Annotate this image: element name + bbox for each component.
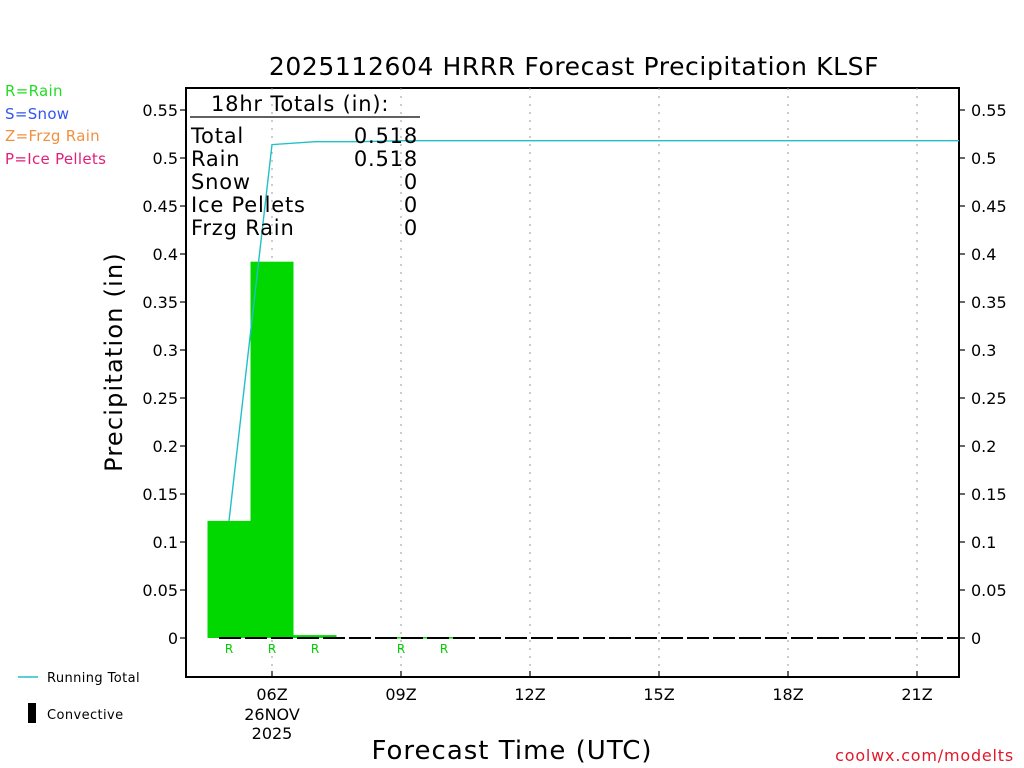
y-tick-label-right: 0.15 [971, 485, 1007, 504]
totals-box: 18hr Totals (in): Total 0.518 Rain 0.518… [190, 92, 420, 240]
y-tick-label: 0.5 [153, 149, 178, 168]
y-tick-label: 0.3 [153, 341, 178, 360]
y-tick-label-right: 0 [971, 629, 981, 648]
totals-row-label: Total [190, 124, 244, 148]
running-total-legend-label: Running Total [47, 671, 140, 686]
y-tick-label-right: 0.1 [971, 533, 996, 552]
totals-row-label: Rain [191, 147, 240, 171]
totals-row-value: 0.518 [354, 124, 418, 148]
y-tick-label: 0.55 [142, 101, 178, 120]
precip-bar [250, 261, 294, 638]
y-tick-label-right: 0.45 [971, 197, 1007, 216]
site-credit: coolwx.com/modelts [835, 746, 1014, 765]
y-tick-label: 0.1 [153, 533, 178, 552]
y-axis-right-ticks: 0 0.05 0.1 0.15 0.2 0.25 0.3 0.35 0.4 0.45 0.5 0.55 [959, 101, 1007, 648]
x-tick-label: 12Z [514, 685, 545, 704]
y-tick-label: 0.25 [142, 389, 178, 408]
y-tick-label-right: 0.35 [971, 293, 1007, 312]
precip-bar [293, 635, 337, 638]
y-tick-label: 0.4 [153, 245, 178, 264]
chart-title: 2025112604 HRRR Forecast Precipitation K… [269, 52, 879, 81]
y-tick-label-right: 0.2 [971, 437, 996, 456]
x-tick-label: 09Z [385, 685, 416, 704]
legend-frzg-rain: Z=Frzg Rain [5, 127, 100, 145]
x-tick-label: 15Z [643, 685, 674, 704]
y-tick-label: 0.2 [153, 437, 178, 456]
running-total-line [228, 139, 959, 521]
y-tick-label-right: 0.55 [971, 101, 1007, 120]
legend-ice-pellets: P=Ice Pellets [5, 150, 106, 168]
y-tick-label: 0.35 [142, 293, 178, 312]
totals-row-value: 0 [404, 193, 418, 217]
convective-legend-swatch [28, 703, 36, 723]
x-tick-label: 21Z [901, 685, 932, 704]
vertical-gridlines [271, 88, 918, 677]
y-tick-label-right: 0.05 [971, 581, 1007, 600]
y-tick-label-right: 0.25 [971, 389, 1007, 408]
x-tick-label: 06Z [256, 685, 287, 704]
totals-row-value: 0 [404, 170, 418, 194]
y-axis-label: Precipitation (in) [100, 252, 128, 472]
ptype-marker: R [268, 642, 276, 656]
y-tick-label-right: 0.3 [971, 341, 996, 360]
totals-row-value: 0.518 [354, 147, 418, 171]
legend-rain: R=Rain [5, 82, 63, 100]
y-tick-label: 0 [168, 629, 178, 648]
x-tick-year: 2025 [252, 724, 293, 743]
precip-bar [207, 520, 251, 638]
totals-row-label: Snow [191, 170, 251, 194]
ptype-marker: R [440, 642, 448, 656]
y-tick-label: 0.45 [142, 197, 178, 216]
totals-row-label: Frzg Rain [191, 216, 295, 240]
ptype-legend: R=Rain S=Snow Z=Frzg Rain P=Ice Pellets [5, 82, 106, 168]
legend-snow: S=Snow [5, 105, 69, 123]
y-axis-left-ticks: 0 0.05 0.1 0.15 0.2 0.25 0.3 0.35 0.4 0.45 0.5 0.55 [142, 101, 186, 648]
ptype-marker: R [225, 642, 233, 656]
convective-legend-label: Convective [47, 708, 124, 723]
ptype-marker: R [397, 642, 405, 656]
totals-row-label: Ice Pellets [191, 193, 306, 217]
precip-bars [207, 261, 466, 639]
x-tick-date: 26NOV [244, 705, 300, 724]
x-tick-label: 18Z [772, 685, 803, 704]
totals-header: 18hr Totals (in): [211, 92, 389, 116]
y-tick-label: 0.15 [142, 485, 178, 504]
totals-row-value: 0 [404, 216, 418, 240]
ptype-marker: R [311, 642, 319, 656]
plot-frame [185, 87, 960, 678]
y-tick-label-right: 0.5 [971, 149, 996, 168]
y-tick-label: 0.05 [142, 581, 178, 600]
y-tick-label-right: 0.4 [971, 245, 996, 264]
x-axis-label: Forecast Time (UTC) [371, 736, 652, 766]
series-legend: Running Total Convective [18, 671, 140, 723]
